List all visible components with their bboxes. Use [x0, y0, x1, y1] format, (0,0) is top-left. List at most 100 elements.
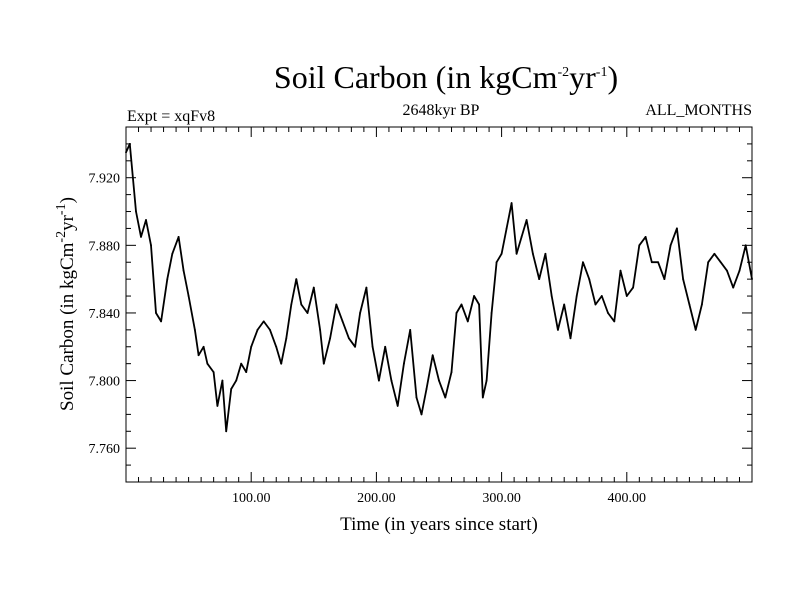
x-tick-label: 400.00 — [608, 491, 647, 506]
data-point — [431, 354, 434, 357]
data-point — [240, 362, 243, 365]
data-point — [466, 320, 469, 323]
data-point — [206, 362, 209, 365]
data-point — [262, 320, 265, 323]
soil-carbon-series-line — [125, 142, 753, 433]
data-point — [510, 202, 513, 204]
soil-carbon-series-points — [125, 143, 753, 433]
data-point — [280, 362, 283, 365]
y-axis-tick-labels: 7.760 7.800 7.840 7.880 7.920 — [89, 172, 121, 457]
data-point — [409, 328, 412, 331]
data-point — [738, 269, 741, 272]
time-period-label: 2648kyr BP — [403, 102, 480, 119]
data-point — [619, 269, 622, 272]
data-point — [478, 303, 480, 306]
data-point — [384, 345, 387, 348]
data-point — [230, 388, 233, 390]
data-point — [557, 328, 559, 331]
experiment-label: Expt = xqFv8 — [127, 108, 215, 125]
data-point — [751, 278, 753, 281]
data-point — [225, 430, 228, 433]
chart-title-text: Soil Carbon (in kgCm-2yr-1) — [274, 59, 618, 95]
data-point — [420, 413, 423, 416]
data-point — [140, 235, 142, 238]
y-axis-ticks — [126, 143, 752, 466]
data-point — [732, 286, 735, 289]
data-point — [275, 345, 278, 348]
data-point — [425, 388, 428, 390]
data-point — [444, 396, 447, 399]
data-point — [538, 278, 541, 281]
data-point — [625, 295, 628, 297]
data-point — [694, 328, 697, 331]
data-point — [202, 345, 205, 348]
chart-title: Soil Carbon (in kgCm-2yr-1) — [274, 59, 618, 95]
data-point — [490, 312, 493, 314]
months-label: ALL_MONTHS — [645, 102, 752, 119]
data-point — [505, 227, 508, 230]
data-point — [182, 269, 185, 272]
data-point — [160, 320, 162, 323]
data-point — [532, 252, 534, 255]
y-axis-label: Soil Carbon (in kgCm-2yr-1) — [54, 197, 78, 411]
data-point — [575, 295, 578, 297]
data-point — [295, 278, 298, 281]
data-point — [473, 295, 475, 297]
data-point — [438, 379, 440, 382]
data-point — [378, 379, 380, 382]
data-point — [212, 371, 215, 374]
data-point — [335, 303, 338, 306]
data-point — [145, 219, 147, 221]
data-point — [187, 295, 190, 297]
data-point — [269, 328, 271, 331]
data-point — [341, 320, 344, 323]
data-point — [216, 405, 219, 407]
data-point — [588, 278, 591, 281]
data-point — [125, 151, 127, 154]
data-point — [354, 345, 357, 348]
y-tick-label: 7.760 — [89, 442, 121, 457]
data-point — [701, 303, 703, 306]
data-point — [365, 286, 368, 289]
data-point — [390, 379, 393, 382]
data-point — [150, 244, 152, 247]
y-tick-label: 7.840 — [89, 307, 121, 322]
data-point — [663, 278, 666, 281]
data-point — [719, 261, 722, 264]
data-point — [650, 261, 653, 264]
data-point — [455, 312, 458, 314]
data-point — [495, 261, 498, 264]
x-axis-label: Time (in years since start) — [340, 514, 538, 535]
data-point — [221, 379, 224, 382]
data-point — [525, 219, 528, 221]
data-point — [613, 320, 616, 323]
data-point — [657, 261, 659, 264]
data-point — [155, 312, 157, 314]
data-point — [306, 312, 309, 314]
data-point — [607, 312, 609, 314]
data-point — [135, 210, 137, 213]
data-point — [415, 396, 418, 399]
data-point — [290, 303, 293, 306]
data-point — [193, 328, 196, 331]
data-point — [245, 371, 248, 374]
data-point — [682, 278, 685, 281]
data-point — [638, 244, 641, 247]
data-point — [460, 303, 463, 306]
data-point — [569, 337, 572, 340]
data-point — [669, 244, 672, 247]
data-point — [550, 295, 553, 297]
data-point — [285, 337, 288, 340]
data-point — [450, 371, 453, 374]
data-point — [319, 328, 321, 331]
data-point — [322, 362, 325, 365]
x-tick-label: 200.00 — [357, 491, 396, 506]
data-point — [644, 235, 647, 238]
data-point — [563, 303, 566, 306]
data-point — [544, 252, 547, 255]
data-point — [250, 345, 253, 348]
y-tick-label: 7.920 — [89, 172, 121, 187]
y-tick-label: 7.800 — [89, 375, 121, 390]
x-axis-ticks — [138, 127, 740, 482]
